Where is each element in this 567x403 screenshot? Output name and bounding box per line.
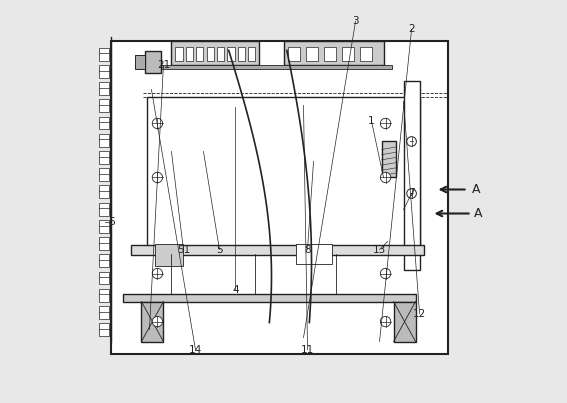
Circle shape: [380, 172, 391, 183]
Bar: [145, 52, 162, 73]
Bar: [147, 98, 420, 249]
Bar: [99, 48, 109, 60]
Bar: [99, 134, 109, 147]
Bar: [404, 81, 420, 270]
Bar: [186, 48, 193, 61]
Bar: [99, 116, 109, 129]
Bar: [295, 244, 332, 264]
Circle shape: [407, 137, 416, 146]
Bar: [99, 168, 109, 181]
Bar: [99, 306, 109, 319]
Bar: [99, 100, 109, 112]
Text: A: A: [473, 207, 482, 220]
Circle shape: [152, 118, 163, 129]
Bar: [99, 237, 109, 250]
Text: 12: 12: [413, 309, 426, 318]
Bar: [359, 48, 371, 61]
Circle shape: [380, 316, 391, 327]
Bar: [136, 56, 145, 69]
Bar: [99, 185, 109, 198]
Text: 1: 1: [368, 116, 375, 127]
Bar: [287, 48, 299, 61]
Circle shape: [407, 189, 416, 198]
Text: 3: 3: [352, 17, 359, 27]
Text: 5: 5: [216, 245, 223, 255]
Bar: [238, 48, 245, 61]
Text: A: A: [472, 183, 480, 196]
Bar: [175, 48, 183, 61]
Bar: [132, 245, 424, 255]
Circle shape: [152, 172, 163, 183]
Bar: [99, 323, 109, 336]
Bar: [393, 301, 416, 342]
Bar: [124, 294, 416, 301]
Bar: [99, 65, 109, 78]
Bar: [99, 151, 109, 164]
Bar: [227, 48, 235, 61]
Text: 14: 14: [189, 345, 202, 355]
Circle shape: [152, 268, 163, 279]
Bar: [99, 272, 109, 285]
Bar: [324, 48, 336, 61]
Bar: [99, 289, 109, 301]
Bar: [141, 301, 163, 342]
Bar: [284, 42, 383, 65]
Bar: [143, 64, 392, 69]
Circle shape: [380, 268, 391, 279]
Text: 11: 11: [301, 345, 314, 355]
Bar: [217, 48, 225, 61]
Text: 21: 21: [157, 60, 170, 71]
Bar: [341, 48, 354, 61]
Text: 51: 51: [177, 245, 190, 255]
Bar: [111, 42, 447, 353]
Bar: [155, 243, 184, 266]
Bar: [99, 203, 109, 216]
Circle shape: [152, 316, 163, 327]
Bar: [99, 220, 109, 233]
Bar: [171, 42, 260, 65]
Bar: [99, 82, 109, 95]
Text: 13: 13: [373, 245, 386, 255]
Bar: [306, 48, 318, 61]
Circle shape: [380, 118, 391, 129]
Text: 8: 8: [304, 245, 311, 255]
Text: 7: 7: [408, 189, 415, 199]
Bar: [196, 48, 204, 61]
Text: 2: 2: [408, 25, 415, 34]
Bar: [248, 48, 256, 61]
Text: 6: 6: [108, 216, 115, 226]
Bar: [382, 141, 396, 177]
Bar: [99, 254, 109, 267]
Bar: [206, 48, 214, 61]
Text: 4: 4: [232, 285, 239, 295]
